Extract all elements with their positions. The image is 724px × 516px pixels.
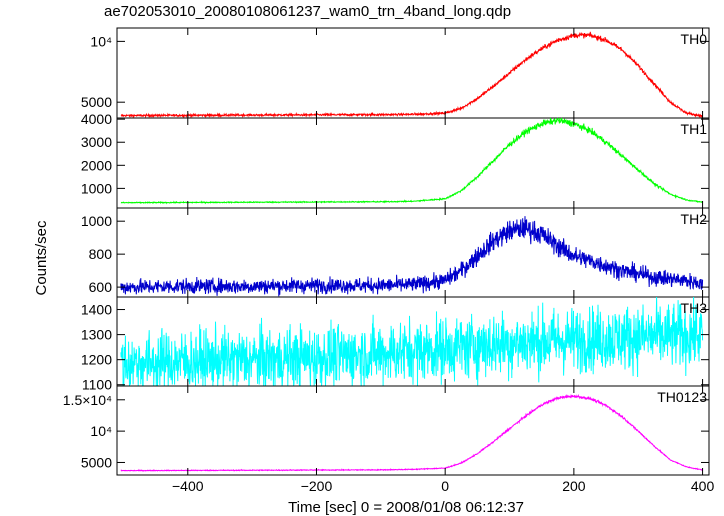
y-tick-label-th0123: 1.5×10⁴ bbox=[63, 392, 112, 408]
y-tick-label-th2: 600 bbox=[89, 279, 113, 295]
series-line-th2 bbox=[120, 216, 704, 297]
y-tick-label-th2: 1000 bbox=[81, 213, 112, 229]
series-line-th0123 bbox=[120, 393, 703, 472]
x-axis-label: Time [sec] 0 = 2008/01/08 06:12:37 bbox=[288, 499, 524, 516]
panel-frame-th0 bbox=[116, 27, 710, 119]
y-tick-label-th0: 10⁴ bbox=[90, 33, 112, 49]
series-label-th1: TH1 bbox=[681, 121, 708, 137]
series-line-th3 bbox=[120, 296, 704, 387]
y-tick-label-th1: 1000 bbox=[81, 180, 112, 196]
y-tick-label-th3: 1400 bbox=[81, 302, 112, 318]
x-tick-label: −200 bbox=[301, 478, 333, 494]
x-tick-label: −400 bbox=[172, 478, 204, 494]
series-line-th1 bbox=[120, 117, 703, 205]
x-tick-label: 200 bbox=[562, 478, 586, 494]
series-label-th0123: TH0123 bbox=[657, 389, 707, 405]
series-label-th0: TH0 bbox=[681, 31, 708, 47]
chart-title: ae702053010_20080108061237_wam0_trn_4ban… bbox=[104, 3, 512, 20]
series-line-th0 bbox=[120, 31, 703, 119]
y-tick-label-th3: 1300 bbox=[81, 327, 112, 343]
y-tick-label-th0123: 10⁴ bbox=[90, 423, 112, 439]
panel-frame-th0123 bbox=[116, 385, 710, 476]
y-tick-label-th1: 2000 bbox=[81, 157, 112, 173]
y-tick-label-th0: 5000 bbox=[81, 94, 112, 110]
x-tick-label: 400 bbox=[691, 478, 715, 494]
series-label-th2: TH2 bbox=[681, 211, 708, 227]
y-tick-label-th2: 800 bbox=[89, 246, 113, 262]
y-tick-label-th1: 3000 bbox=[81, 134, 112, 150]
panel-frame-th1 bbox=[116, 117, 710, 209]
x-tick-label: 0 bbox=[441, 478, 449, 494]
y-tick-label-th3: 1100 bbox=[82, 377, 112, 393]
y-tick-label-th3: 1200 bbox=[81, 352, 112, 368]
y-axis-label: Counts/sec bbox=[33, 220, 50, 296]
y-tick-label-th0123: 5000 bbox=[81, 454, 112, 470]
y-tick-label-th1: 4000 bbox=[81, 111, 112, 127]
series-label-th3: TH3 bbox=[681, 300, 708, 316]
